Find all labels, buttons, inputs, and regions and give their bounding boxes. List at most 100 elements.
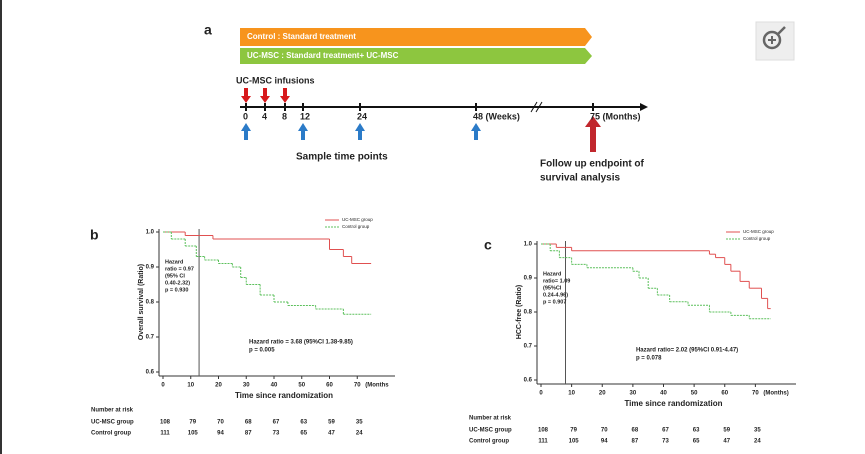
risk-value: 73 — [273, 431, 280, 437]
y-tick-label: 0.6 — [146, 370, 155, 376]
annotation: Hazard — [165, 259, 183, 265]
legend-label: Control group — [342, 224, 370, 229]
x-tick-label: 60 — [721, 391, 728, 397]
x-unit: (Months) — [763, 391, 788, 397]
risk-value: 59 — [328, 420, 335, 426]
panel-label: c — [484, 237, 492, 253]
risk-value: 73 — [662, 439, 669, 445]
annotation: ratio= 1.09 — [543, 278, 570, 284]
risk-value: 59 — [723, 428, 730, 434]
risk-value: 87 — [632, 439, 639, 445]
annotation: Hazard ratio= 2.02 (95%CI 0.91-4.47) — [636, 348, 738, 354]
bar-ucmsc — [240, 48, 592, 64]
sample-arrow — [298, 123, 308, 140]
x-tick-label: 50 — [691, 391, 698, 397]
zoom-button[interactable] — [755, 21, 795, 61]
risk-value: 63 — [693, 428, 700, 434]
endpoint-arrow — [585, 116, 601, 152]
y-tick-label: 1.0 — [524, 242, 533, 248]
risk-value: 87 — [245, 431, 252, 437]
annotation: Hazard ratio = 3.68 (95%CI 1.38-9.85) — [249, 340, 353, 346]
timeline-tick-label: 8 — [282, 111, 287, 121]
x-tick-label: 20 — [599, 391, 606, 397]
y-tick-label: 0.9 — [146, 265, 155, 271]
annotation: p = 0.005 — [249, 348, 275, 354]
annotation: p = 0.907 — [543, 299, 566, 305]
x-tick-label: 0 — [539, 391, 543, 397]
annotation: Hazard — [543, 271, 561, 277]
risk-value: 111 — [538, 439, 548, 445]
risk-value: 70 — [601, 428, 608, 434]
sample-arrow — [471, 123, 481, 140]
bar-label: Control : Standard treatment — [247, 32, 356, 41]
sample-label: Sample time points — [296, 152, 388, 163]
y-axis-label: HCC-free (Ratio) — [516, 285, 523, 339]
risk-row-name: Control group — [91, 431, 131, 437]
infusions-label: UC-MSC infusions — [236, 75, 315, 85]
panel-label: b — [90, 227, 99, 243]
x-axis-label: Time since randomization — [235, 391, 333, 400]
risk-value: 67 — [662, 428, 669, 434]
legend-label: UC-MSC group — [342, 217, 373, 222]
x-tick-label: 70 — [752, 391, 759, 397]
sample-arrow — [355, 123, 365, 140]
y-tick-label: 0.8 — [524, 310, 533, 316]
timeline-tick-label: 0 — [243, 111, 248, 121]
risk-row-name: UC-MSC group — [91, 420, 134, 426]
annotation: (95% CI — [165, 273, 185, 279]
annotation: (95%CI — [543, 285, 562, 291]
legend-label: UC-MSC group — [743, 229, 774, 234]
x-tick-label: 10 — [187, 383, 194, 389]
risk-value: 105 — [569, 439, 580, 445]
risk-value: 35 — [356, 420, 363, 426]
x-tick-label: 70 — [354, 383, 361, 389]
y-tick-label: 0.7 — [524, 344, 533, 350]
zoom-plus — [768, 36, 776, 44]
risk-value: 111 — [160, 431, 170, 437]
x-tick-label: 60 — [326, 383, 333, 389]
risk-value: 65 — [300, 431, 307, 437]
zoom-icon — [762, 30, 782, 50]
endpoint-label: survival analysis — [540, 173, 620, 184]
y-tick-label: 0.6 — [524, 378, 533, 384]
risk-value: 63 — [300, 420, 307, 426]
risk-value: 108 — [538, 428, 549, 434]
risk-title: Number at risk — [91, 408, 134, 414]
x-tick-label: 50 — [298, 383, 305, 389]
risk-value: 24 — [754, 439, 761, 445]
sample-arrow — [241, 123, 251, 140]
x-tick-label: 40 — [660, 391, 667, 397]
x-tick-label: 30 — [630, 391, 637, 397]
bar-label: UC-MSC : Standard treatment+ UC-MSC — [247, 51, 399, 60]
timeline-tick-label: 48 (Weeks) — [473, 111, 520, 121]
x-unit: (Months — [365, 383, 389, 389]
timeline-tick-label: 4 — [262, 111, 267, 121]
timeline-tick-label: 75 (Months) — [590, 111, 641, 121]
risk-value: 105 — [188, 431, 199, 437]
panel-label: a — [204, 22, 212, 38]
annotation: p = 0.078 — [636, 356, 662, 362]
risk-value: 24 — [356, 431, 363, 437]
y-tick-label: 0.7 — [146, 335, 155, 341]
risk-row-name: UC-MSC group — [469, 428, 512, 434]
risk-row-name: Control group — [469, 439, 509, 445]
y-tick-label: 0.8 — [146, 300, 155, 306]
annotation: 0.40-2.32) — [165, 280, 190, 286]
risk-value: 65 — [693, 439, 700, 445]
y-tick-label: 0.9 — [524, 276, 533, 282]
risk-value: 70 — [217, 420, 224, 426]
risk-value: 68 — [245, 420, 252, 426]
infusion-arrow — [280, 88, 290, 103]
endpoint-label: Follow up endpoint of — [540, 159, 645, 170]
x-tick-label: 20 — [215, 383, 222, 389]
risk-title: Number at risk — [469, 416, 512, 422]
x-tick-label: 30 — [243, 383, 250, 389]
risk-value: 79 — [570, 428, 577, 434]
risk-value: 68 — [632, 428, 639, 434]
infusion-arrow — [241, 88, 251, 103]
x-tick-label: 10 — [568, 391, 575, 397]
x-tick-label: 40 — [271, 383, 278, 389]
axis-arrow — [640, 103, 648, 111]
annotation: ratio = 0.97 — [165, 266, 194, 272]
